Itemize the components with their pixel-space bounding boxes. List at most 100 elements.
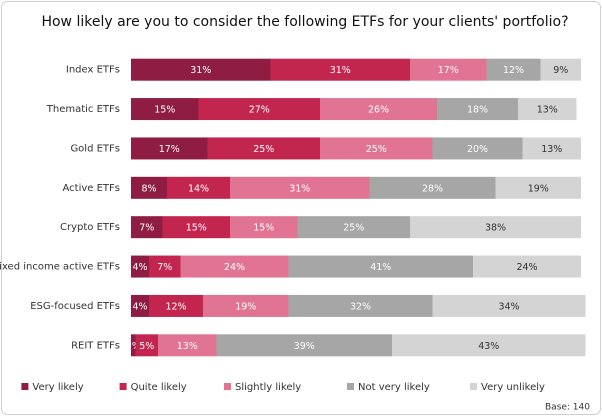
data-label: 34% bbox=[498, 301, 519, 312]
data-label: 31% bbox=[190, 65, 211, 76]
legend-swatch bbox=[21, 383, 29, 390]
data-label: 31% bbox=[330, 65, 351, 76]
bar-segment bbox=[131, 137, 208, 160]
data-label: 9% bbox=[553, 65, 568, 76]
bar-segment bbox=[230, 176, 370, 199]
category-label: Thematic ETFs bbox=[46, 104, 120, 115]
bar-segment bbox=[410, 58, 487, 81]
bar-segment bbox=[198, 98, 320, 121]
bar-segment bbox=[392, 334, 586, 357]
legend-swatch bbox=[224, 383, 231, 390]
legend-swatch bbox=[119, 383, 127, 390]
bar-segment bbox=[437, 98, 518, 121]
bar-segment bbox=[131, 294, 149, 317]
bar-segment bbox=[216, 334, 392, 357]
data-label: 38% bbox=[485, 223, 506, 234]
bar-segment bbox=[518, 98, 577, 121]
data-label: 43% bbox=[478, 341, 499, 352]
data-label: 8% bbox=[141, 183, 156, 194]
bar-segment bbox=[131, 176, 167, 199]
data-label: 4% bbox=[132, 301, 147, 312]
bar-segment bbox=[540, 58, 581, 81]
bar-segment bbox=[486, 58, 541, 81]
data-label: 27% bbox=[249, 105, 270, 116]
category-label: REIT ETFs bbox=[71, 340, 120, 351]
bar-segment bbox=[288, 294, 433, 317]
data-label: 5% bbox=[139, 341, 154, 352]
category-label: ESG-focused ETFs bbox=[30, 301, 120, 312]
data-label: 15% bbox=[154, 105, 175, 116]
data-label: 14% bbox=[188, 183, 209, 194]
data-label: 41% bbox=[370, 262, 391, 273]
legend-swatch bbox=[347, 383, 354, 390]
data-label: 13% bbox=[537, 105, 558, 116]
data-label: 12% bbox=[503, 65, 524, 76]
data-label: 17% bbox=[159, 144, 180, 155]
data-label: 7% bbox=[139, 223, 154, 234]
bar-segment bbox=[320, 137, 433, 160]
bar-segment bbox=[149, 255, 181, 278]
data-label: 17% bbox=[438, 65, 459, 76]
legend-label: Quite likely bbox=[131, 382, 187, 393]
legend-label: Not very likely bbox=[358, 382, 430, 393]
data-label: 26% bbox=[368, 105, 389, 116]
data-label: 13% bbox=[177, 341, 198, 352]
bar-segment bbox=[297, 216, 410, 239]
legend-label: Very unlikely bbox=[481, 382, 545, 393]
bar-segment bbox=[495, 176, 581, 199]
bar-segment bbox=[369, 176, 496, 199]
category-label: Index ETFs bbox=[66, 65, 120, 76]
data-label: 25% bbox=[253, 144, 274, 155]
bar-segment bbox=[432, 137, 523, 160]
bar-segment bbox=[270, 58, 410, 81]
data-label: 19% bbox=[235, 301, 256, 312]
chart-title: How likely are you to consider the follo… bbox=[41, 14, 568, 30]
data-label: 13% bbox=[541, 144, 562, 155]
bar-segment bbox=[167, 176, 230, 199]
data-label: 4% bbox=[132, 262, 147, 273]
data-label: 24% bbox=[516, 262, 537, 273]
bar-segment bbox=[230, 216, 298, 239]
legend-swatch bbox=[470, 383, 477, 390]
bar-segment bbox=[522, 137, 581, 160]
footnote: Base: 140 bbox=[545, 403, 590, 413]
data-label: 15% bbox=[253, 223, 274, 234]
bar-segment bbox=[158, 334, 217, 357]
bar-segment bbox=[149, 294, 203, 317]
data-label: 28% bbox=[422, 183, 443, 194]
data-label: 25% bbox=[343, 223, 364, 234]
bar-segment bbox=[131, 216, 163, 239]
data-label: 20% bbox=[467, 144, 488, 155]
bar-segment bbox=[203, 294, 289, 317]
data-label: 19% bbox=[528, 183, 549, 194]
category-label: Gold ETFs bbox=[70, 143, 120, 154]
data-label: 18% bbox=[467, 105, 488, 116]
data-label: 7% bbox=[157, 262, 172, 273]
bar-segment bbox=[131, 255, 149, 278]
data-label: 39% bbox=[294, 341, 315, 352]
bar-segment bbox=[131, 98, 199, 121]
category-label: Fixed income active ETFs bbox=[0, 262, 120, 273]
bar-segment bbox=[162, 216, 230, 239]
bar-segment bbox=[410, 216, 581, 239]
bar-segment bbox=[320, 98, 437, 121]
bar-segment bbox=[180, 255, 289, 278]
data-label: 12% bbox=[165, 301, 186, 312]
category-label: Active ETFs bbox=[63, 183, 121, 194]
data-label: 25% bbox=[366, 144, 387, 155]
bar-segment bbox=[432, 294, 586, 317]
bar-segment bbox=[131, 334, 136, 357]
legend-label: Very likely bbox=[32, 382, 83, 393]
legend-label: Slightly likely bbox=[235, 382, 301, 393]
data-label: 31% bbox=[289, 183, 310, 194]
data-label: 1% bbox=[126, 341, 141, 352]
category-label: Crypto ETFs bbox=[60, 222, 120, 233]
bar-segment bbox=[288, 255, 473, 278]
bar-segment bbox=[131, 58, 271, 81]
bar-segment bbox=[473, 255, 581, 278]
data-label: 32% bbox=[350, 301, 371, 312]
bar-segment bbox=[207, 137, 320, 160]
data-label: 15% bbox=[186, 223, 207, 234]
bar-segment bbox=[135, 334, 158, 357]
